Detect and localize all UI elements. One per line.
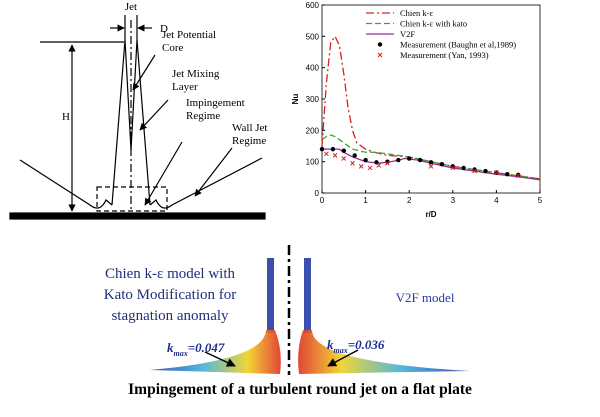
left-contour: [150, 330, 281, 374]
data-point: [417, 157, 423, 163]
data-point: [385, 160, 390, 166]
data-point: [330, 146, 336, 152]
x-tick-label: 2: [407, 196, 412, 205]
core-label: Core: [162, 42, 184, 54]
data-point: [332, 153, 338, 158]
left-kmax: kmax=0.047: [167, 340, 225, 358]
wall-label: Regime: [232, 135, 266, 147]
data-point: [319, 146, 325, 152]
data-point: [358, 164, 364, 169]
mixing-label: Jet Mixing: [172, 68, 220, 80]
left-title: Chien k-ε model with: [105, 266, 236, 282]
plate: [9, 212, 266, 220]
data-point: [341, 156, 347, 161]
impingement-label: Impingement: [186, 97, 245, 109]
contour-images: [150, 245, 470, 375]
mixing-label: Layer: [172, 81, 198, 93]
legend-label: Measurement (Baughn et al,1989): [400, 40, 516, 50]
y-tick-label: 200: [306, 126, 320, 135]
wall-pointer: [194, 147, 233, 197]
impingement-box: [96, 186, 168, 212]
nu-chart: 0 100 200 300 400 500 600 0 1 2 3 4 5 r/D Nu Chien k-εC…: [291, 1, 543, 219]
diagram-labels: Jet D H Jet Potential Core Jet Mixing La…: [62, 1, 267, 147]
right-nozzle: [304, 258, 311, 333]
data-point: [450, 165, 456, 171]
legend-label: V2F: [400, 29, 415, 39]
k-symbol: k: [167, 340, 174, 355]
x-tick-label: 1: [363, 196, 368, 205]
x-tick-label: 0: [320, 196, 325, 205]
y-tick-label: 100: [306, 158, 320, 167]
right-kmax: kmax=0.036: [327, 337, 385, 355]
left-nozzle: [267, 258, 274, 333]
left-title: Kato Modification for: [104, 287, 236, 303]
wall-label: Wall Jet: [232, 122, 267, 134]
legend-swatch: [377, 42, 383, 47]
k-symbol: k: [327, 337, 334, 352]
h-label: H: [62, 111, 70, 123]
x-tick-label: 3: [451, 196, 456, 205]
left-title: stagnation anomaly: [111, 308, 229, 324]
mixing-layer-outer: [111, 39, 151, 206]
y-axis-label: Nu: [291, 94, 300, 105]
data-point: [376, 163, 382, 168]
data-point: [352, 153, 357, 158]
data-point: [341, 148, 346, 153]
data-point: [472, 168, 477, 174]
data-point: [428, 164, 434, 169]
data-point: [374, 160, 379, 165]
legend-label: Measurement (Yan, 1993): [400, 50, 489, 60]
data-point: [494, 170, 499, 175]
x-tick-label: 4: [494, 196, 499, 205]
jet-label: Jet: [125, 1, 137, 13]
x-axis-label: r/D: [425, 210, 436, 219]
legend-label: Chien k-ε: [400, 8, 434, 18]
data-point: [363, 157, 368, 163]
legend-swatch: [377, 52, 383, 58]
left-k-arrow: [204, 351, 236, 367]
mixing-pointer: [139, 99, 169, 131]
d-label: D: [160, 23, 168, 35]
right-title: V2F model: [396, 290, 455, 305]
y-tick-label: 300: [306, 95, 320, 104]
right-contour: [298, 330, 470, 374]
wall-jet-left: [19, 159, 113, 209]
data-point: [407, 156, 412, 161]
data-point: [505, 172, 510, 177]
y-tick-label: 500: [306, 32, 320, 41]
core-label: Jet Potential: [162, 29, 216, 41]
k-subscript: max: [174, 349, 188, 358]
data-point: [396, 157, 401, 163]
data-point: [428, 160, 434, 165]
right-k-arrow: [327, 349, 359, 367]
core-pointer: [132, 54, 156, 91]
impingement-label: Regime: [186, 110, 220, 122]
data-point: [324, 151, 329, 157]
k-value: =0.036: [348, 337, 385, 352]
legend-label: Chien k-ε with kato: [400, 19, 467, 29]
y-tick-label: 400: [306, 64, 320, 73]
data-point: [461, 165, 466, 171]
data-point: [516, 172, 521, 178]
wall-jet-right: [149, 157, 263, 209]
y-tick-label: 0: [315, 189, 320, 198]
caption: Impingement of a turbulent round jet on …: [128, 381, 472, 398]
contour-labels: Chien k-ε model with Kato Modification f…: [104, 266, 472, 398]
y-tick-label: 600: [306, 1, 320, 10]
data-point: [350, 160, 355, 166]
data-point: [515, 173, 521, 179]
data-point: [367, 165, 373, 171]
impingement-pointer: [144, 141, 183, 206]
k-subscript: max: [334, 346, 348, 355]
jet-diagram: [9, 15, 266, 220]
k-value: =0.047: [188, 340, 225, 355]
data-point: [439, 161, 445, 167]
x-tick-label: 5: [538, 196, 543, 205]
data-point: [483, 168, 488, 174]
